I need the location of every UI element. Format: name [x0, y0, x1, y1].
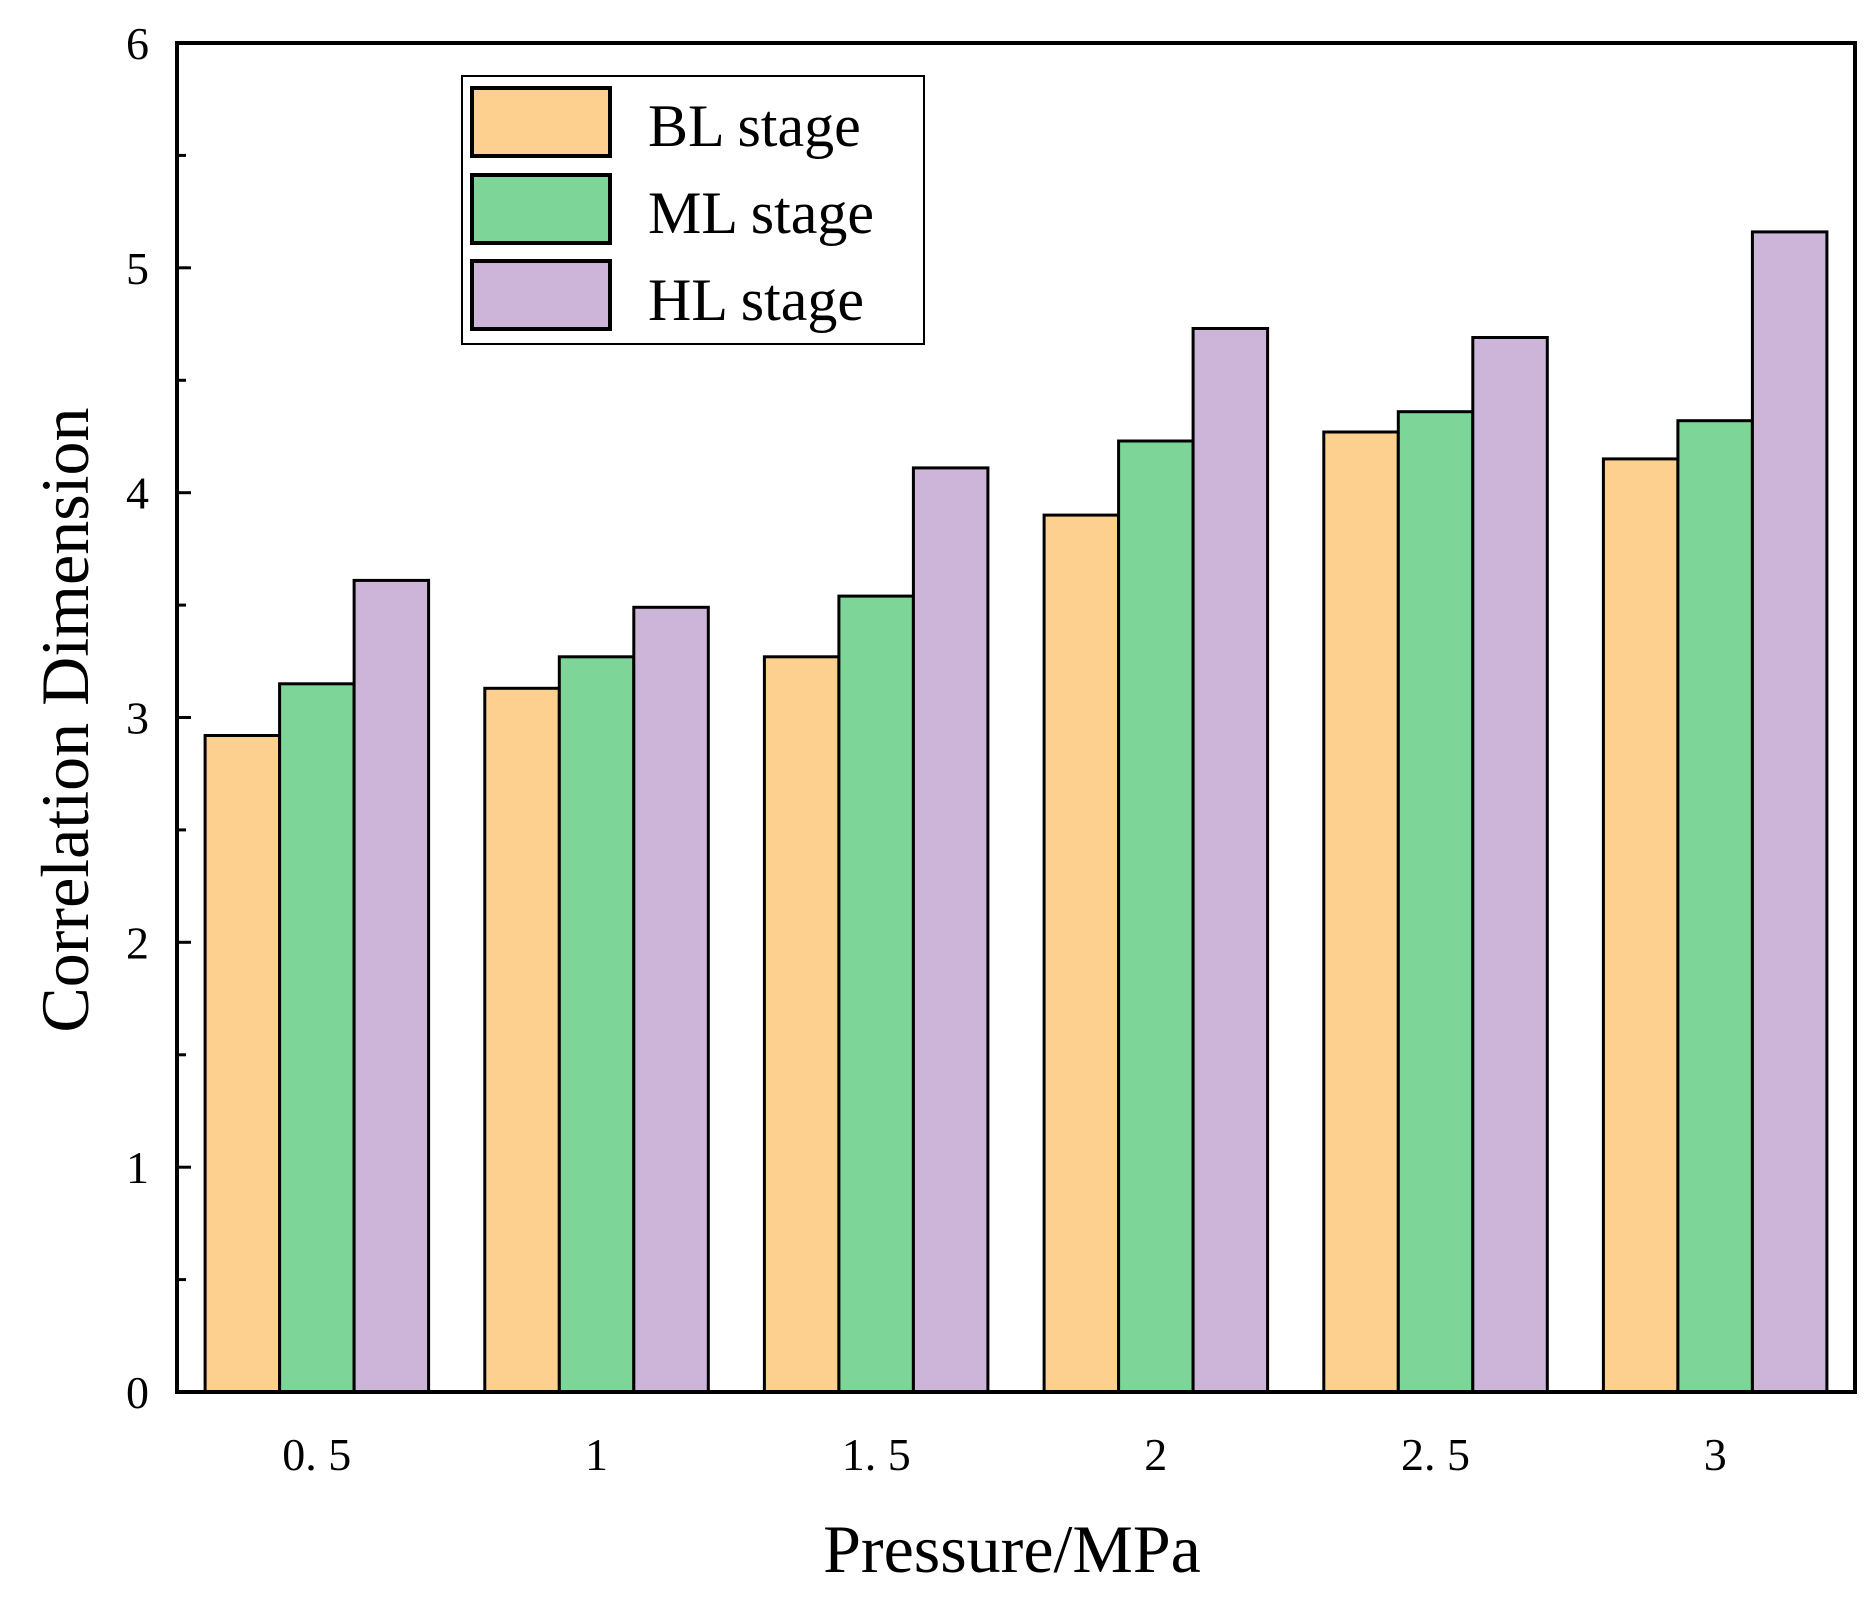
bar-hl-2	[632, 605, 710, 1394]
y-tick-label: 6	[126, 18, 149, 69]
bar-ml-3	[837, 594, 915, 1394]
x-tick-label: 3	[1704, 1429, 1727, 1480]
legend-label-hl: HL stage	[648, 267, 864, 333]
legend-label-bl: BL stage	[648, 93, 861, 159]
bar-ml-4	[1117, 439, 1195, 1394]
bar-bl-3	[762, 655, 841, 1394]
y-axis-title: Correlation Dimension	[27, 407, 103, 1032]
y-tick-label: 1	[126, 1142, 149, 1193]
y-tick-label: 4	[126, 468, 149, 519]
y-tick-label: 0	[126, 1367, 149, 1418]
legend-swatch-ml	[470, 173, 612, 245]
bar-hl-1	[352, 578, 431, 1394]
bar-bl-6	[1601, 457, 1680, 1394]
bar-bl-5	[1322, 430, 1400, 1394]
legend-swatch-bl	[470, 86, 612, 158]
legend: BL stage ML stage HL stage	[461, 75, 925, 345]
x-tick-label: 1	[585, 1429, 608, 1480]
legend-swatch-hl	[470, 259, 612, 331]
bar-bl-4	[1042, 513, 1121, 1394]
bar-ml-5	[1396, 410, 1475, 1394]
x-tick-label: 2. 5	[1401, 1429, 1470, 1480]
bar-ml-6	[1676, 419, 1754, 1394]
bar-bl-1	[203, 734, 282, 1394]
x-axis-title: Pressure/MPa	[823, 1511, 1201, 1587]
x-tick-label: 2	[1144, 1429, 1167, 1480]
bar-hl-6	[1750, 230, 1829, 1394]
bar-bl-2	[483, 686, 561, 1394]
bar-hl-5	[1471, 336, 1549, 1394]
bar-hl-4	[1191, 327, 1270, 1394]
y-tick-label: 3	[126, 693, 149, 744]
x-tick-label: 1. 5	[842, 1429, 911, 1480]
y-tick-label: 5	[126, 243, 149, 294]
y-tick-label: 2	[126, 917, 149, 968]
bars-layer	[203, 230, 1829, 1394]
bar-hl-3	[911, 466, 990, 1394]
x-tick-label: 0. 5	[282, 1429, 351, 1480]
bar-ml-1	[278, 682, 356, 1394]
legend-label-ml: ML stage	[648, 180, 874, 246]
axes-layer: 0 1 2 3 4 5 6 0. 5 1 1. 5 2 2. 5 3	[126, 18, 1857, 1480]
bar-ml-2	[557, 655, 636, 1394]
